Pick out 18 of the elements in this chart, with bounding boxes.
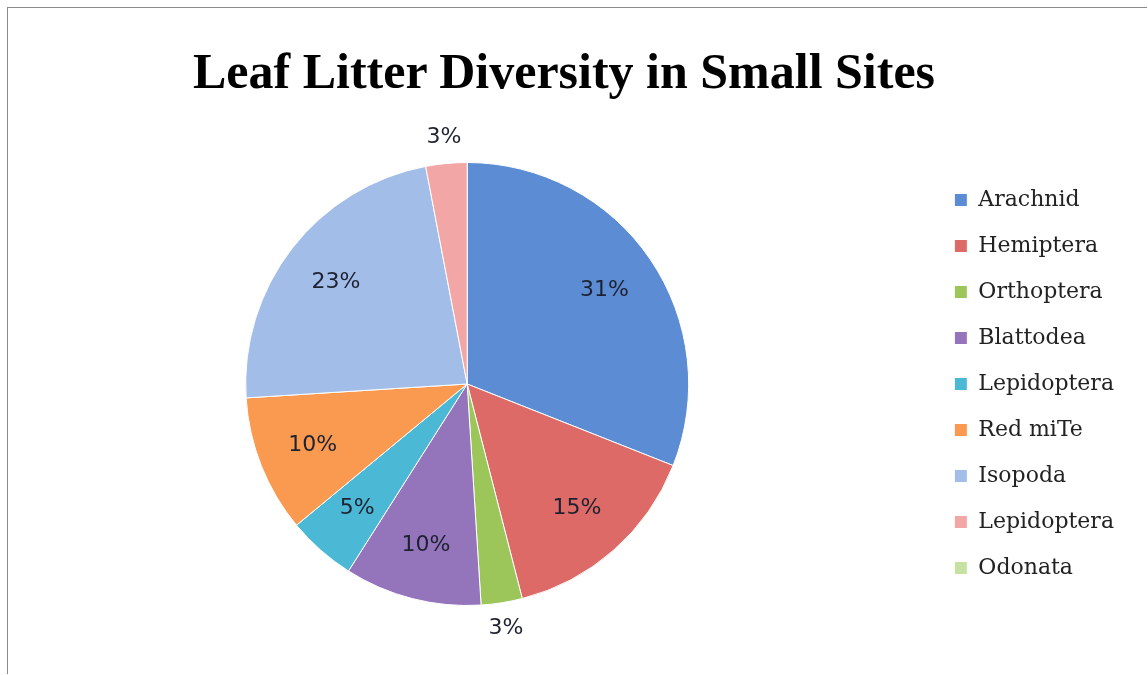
data-label: 3% xyxy=(426,123,462,149)
legend-label: Hemiptera xyxy=(978,231,1099,257)
legend-label: Red miTe xyxy=(978,415,1083,441)
data-label: 10% xyxy=(288,430,338,456)
legend-label: Lepidoptera xyxy=(978,507,1114,533)
legend-label: Arachnid xyxy=(977,185,1080,211)
data-label: 10% xyxy=(401,530,451,556)
legend-label: Odonata xyxy=(978,553,1073,579)
legend-label: Isopoda xyxy=(978,461,1067,487)
data-label: 31% xyxy=(580,276,630,302)
data-label: 15% xyxy=(552,494,602,520)
data-label: 3% xyxy=(488,614,524,640)
data-label: 23% xyxy=(311,267,361,293)
data-label: 5% xyxy=(339,494,375,520)
chart-title: Leaf Litter Diversity in Small Sites xyxy=(192,42,936,99)
legend-label: Lepidoptera xyxy=(978,369,1114,395)
legend-label: Orthoptera xyxy=(978,277,1103,303)
legend-label: Blattodea xyxy=(978,323,1086,349)
